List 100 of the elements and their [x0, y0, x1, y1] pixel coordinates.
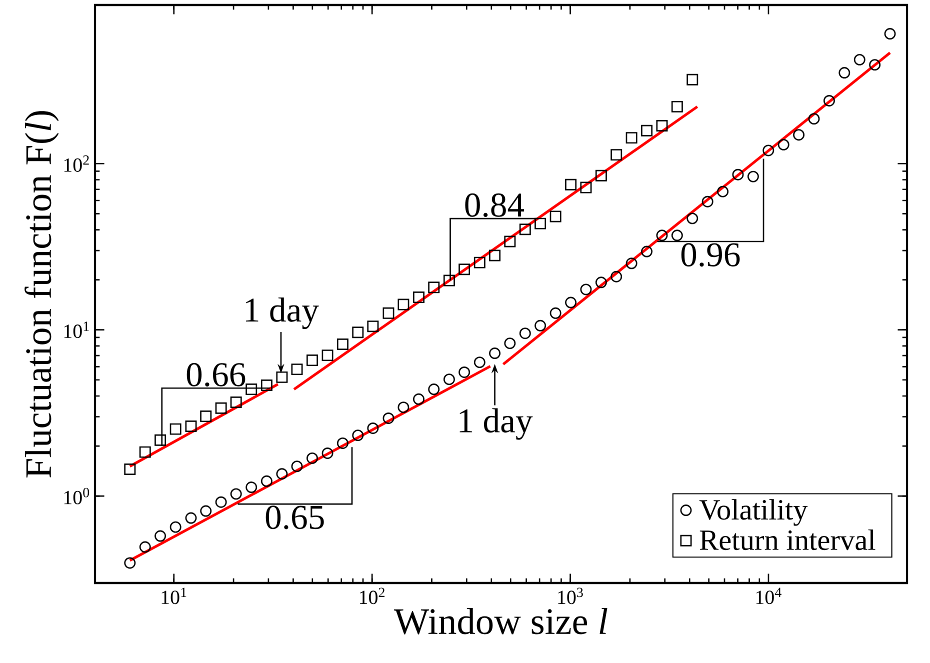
- point: [306, 354, 318, 366]
- x-tick-label: 10$^{3}$: [558, 588, 583, 604]
- point: [838, 67, 850, 79]
- legend-label: Return interval: [700, 529, 876, 550]
- point: [671, 230, 683, 242]
- point: [610, 270, 622, 282]
- point: [322, 350, 334, 362]
- point: [686, 74, 698, 86]
- point: [580, 284, 592, 296]
- point: [276, 371, 288, 383]
- point: [504, 338, 516, 350]
- point: [884, 28, 896, 40]
- point: [458, 366, 470, 378]
- point: [352, 430, 364, 442]
- point: [626, 258, 638, 270]
- point: [322, 448, 334, 459]
- annotation: 1 day: [246, 297, 319, 330]
- point: [185, 420, 197, 432]
- point: [641, 124, 653, 136]
- point: [565, 178, 577, 190]
- point: [139, 446, 151, 458]
- x-axis-title: Window size l: [394, 608, 608, 634]
- point: [489, 348, 501, 360]
- point: [200, 410, 212, 422]
- point: [398, 402, 410, 414]
- point: [170, 423, 182, 435]
- point: [702, 196, 714, 208]
- point: [610, 149, 622, 161]
- annotation: 0.66: [186, 362, 246, 387]
- point: [443, 274, 455, 286]
- annotation: 0.65: [266, 506, 324, 530]
- point: [626, 132, 638, 144]
- point: [367, 320, 379, 332]
- point: [595, 276, 607, 288]
- point: [336, 338, 348, 350]
- y-tick-label: 10$^{2}$: [64, 155, 89, 172]
- point: [686, 212, 698, 224]
- point: [215, 496, 227, 508]
- point: [474, 256, 486, 268]
- y-tick-label: 10$^{0}$: [64, 488, 90, 504]
- point: [276, 468, 288, 480]
- point: [291, 460, 303, 472]
- point: [200, 505, 212, 517]
- y-axis-title: Fluctuation function F(l): [24, 111, 59, 478]
- point: [534, 218, 546, 230]
- point: [854, 54, 866, 66]
- point: [428, 282, 440, 294]
- point: [154, 530, 166, 542]
- annotation: 0.84: [465, 193, 524, 217]
- point: [474, 356, 486, 368]
- point: [306, 452, 318, 464]
- point: [139, 541, 151, 553]
- point: [747, 170, 759, 182]
- point: [793, 129, 805, 141]
- point: [580, 182, 592, 194]
- point: [550, 307, 562, 319]
- x-tick-label: 10$^{2}$: [360, 588, 384, 604]
- point: [246, 482, 258, 493]
- point: [823, 94, 835, 106]
- point: [230, 396, 242, 408]
- annotation: 0.96: [681, 243, 740, 267]
- point: [519, 328, 531, 340]
- point: [336, 437, 348, 449]
- x-tick-label: 10$^{1}$: [162, 588, 186, 604]
- point: [367, 422, 379, 434]
- annotation: 1 day: [460, 408, 533, 440]
- point: [443, 374, 455, 386]
- point: [382, 307, 394, 319]
- point: [260, 380, 272, 392]
- x-tick-label: 10$^{4}$: [756, 588, 782, 604]
- point: [869, 59, 881, 71]
- point: [717, 186, 729, 198]
- point: [185, 512, 197, 524]
- point: [428, 384, 440, 396]
- point: [230, 488, 242, 500]
- point: [260, 475, 272, 487]
- point: [352, 326, 364, 338]
- point: [215, 402, 227, 414]
- y-tick-label: 10$^{1}$: [64, 322, 89, 338]
- point: [124, 464, 136, 475]
- point: [656, 120, 668, 132]
- point: [762, 144, 774, 156]
- point: [534, 320, 546, 332]
- point: [732, 168, 744, 180]
- point: [246, 384, 258, 396]
- point: [565, 296, 577, 308]
- point: [778, 138, 790, 150]
- point: [398, 298, 410, 310]
- point: [458, 264, 470, 276]
- point: [595, 170, 607, 182]
- legend-label: Volatility: [699, 499, 808, 526]
- point: [656, 230, 668, 242]
- point: [124, 557, 136, 569]
- point: [382, 412, 394, 424]
- point: [489, 250, 501, 262]
- point: [550, 210, 562, 222]
- point: [291, 364, 303, 376]
- point: [154, 434, 166, 446]
- point: [504, 236, 516, 248]
- point: [671, 100, 683, 112]
